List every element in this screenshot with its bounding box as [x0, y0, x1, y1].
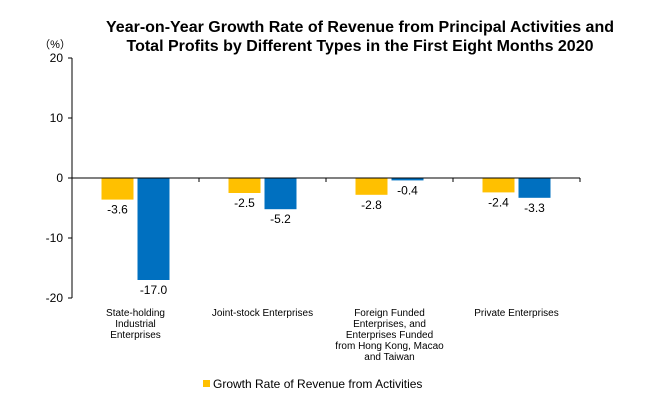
category-label-3: Private Enterprises: [474, 308, 558, 319]
category-label-2: Foreign Funded Enterprises, and Enterprise…: [335, 308, 444, 363]
category-label-1-line-0: Joint-stock Enterprises: [212, 308, 313, 319]
data-label-series0-cat2: -2.8: [361, 198, 382, 212]
data-label-series0-cat0: -3.6: [107, 203, 128, 217]
category-label-3-line-0: Private Enterprises: [474, 308, 558, 319]
category-label-0-line-1: Industrial: [115, 319, 156, 330]
chart-title-line-2: Total Profits by Different Types in the …: [126, 38, 594, 55]
y-tick-label-2: 0: [56, 171, 63, 185]
y-unit-label: （%）: [39, 38, 71, 51]
bar-series1-cat1: [264, 178, 297, 210]
data-label-series1-cat1: -5.2: [270, 212, 291, 226]
chart-title-line-1: Year-on-Year Growth Rate of Revenue from…: [106, 19, 614, 36]
bar-series0-cat1: [228, 178, 261, 193]
bar-series0-cat3: [482, 178, 515, 193]
category-label-0-line-0: State-holding: [106, 308, 165, 319]
data-label-series0-cat1: -2.5: [234, 196, 255, 210]
bar-series1-cat3: [518, 178, 551, 198]
data-label-series1-cat0: -17.0: [140, 283, 168, 297]
y-tick-label-4: -20: [46, 291, 64, 305]
y-tick-label-0: 20: [50, 51, 64, 65]
category-label-2-line-1: Enterprises, and: [353, 319, 426, 330]
data-label-series0-cat3: -2.4: [488, 195, 509, 209]
data-label-series1-cat3: -3.3: [524, 201, 545, 215]
chart-title: Year-on-Year Growth Rate of Revenue from…: [60, 18, 660, 56]
data-label-series1-cat2: -0.4: [397, 183, 418, 197]
category-label-2-line-4: and Taiwan: [364, 352, 414, 363]
category-label-0-line-2: Enterprises: [110, 330, 161, 341]
bar-series0-cat2: [355, 178, 388, 195]
category-label-2-line-2: Enterprises Funded: [346, 330, 433, 341]
y-tick-label-1: 10: [50, 111, 64, 125]
category-label-0: State-holding Industrial Enterprises: [106, 308, 165, 341]
category-label-2-line-3: from Hong Kong, Macao: [335, 341, 444, 352]
legend-label-series0: Growth Rate of Revenue from Activities: [213, 377, 422, 391]
legend-swatch-series0: [203, 380, 210, 387]
category-label-1: Joint-stock Enterprises: [212, 308, 313, 319]
bar-series1-cat0: [137, 178, 170, 280]
bar-series1-cat2: [391, 178, 424, 181]
bar-series0-cat0: [101, 178, 134, 200]
y-tick-label-3: -10: [46, 231, 64, 245]
category-label-2-line-0: Foreign Funded: [354, 308, 425, 319]
